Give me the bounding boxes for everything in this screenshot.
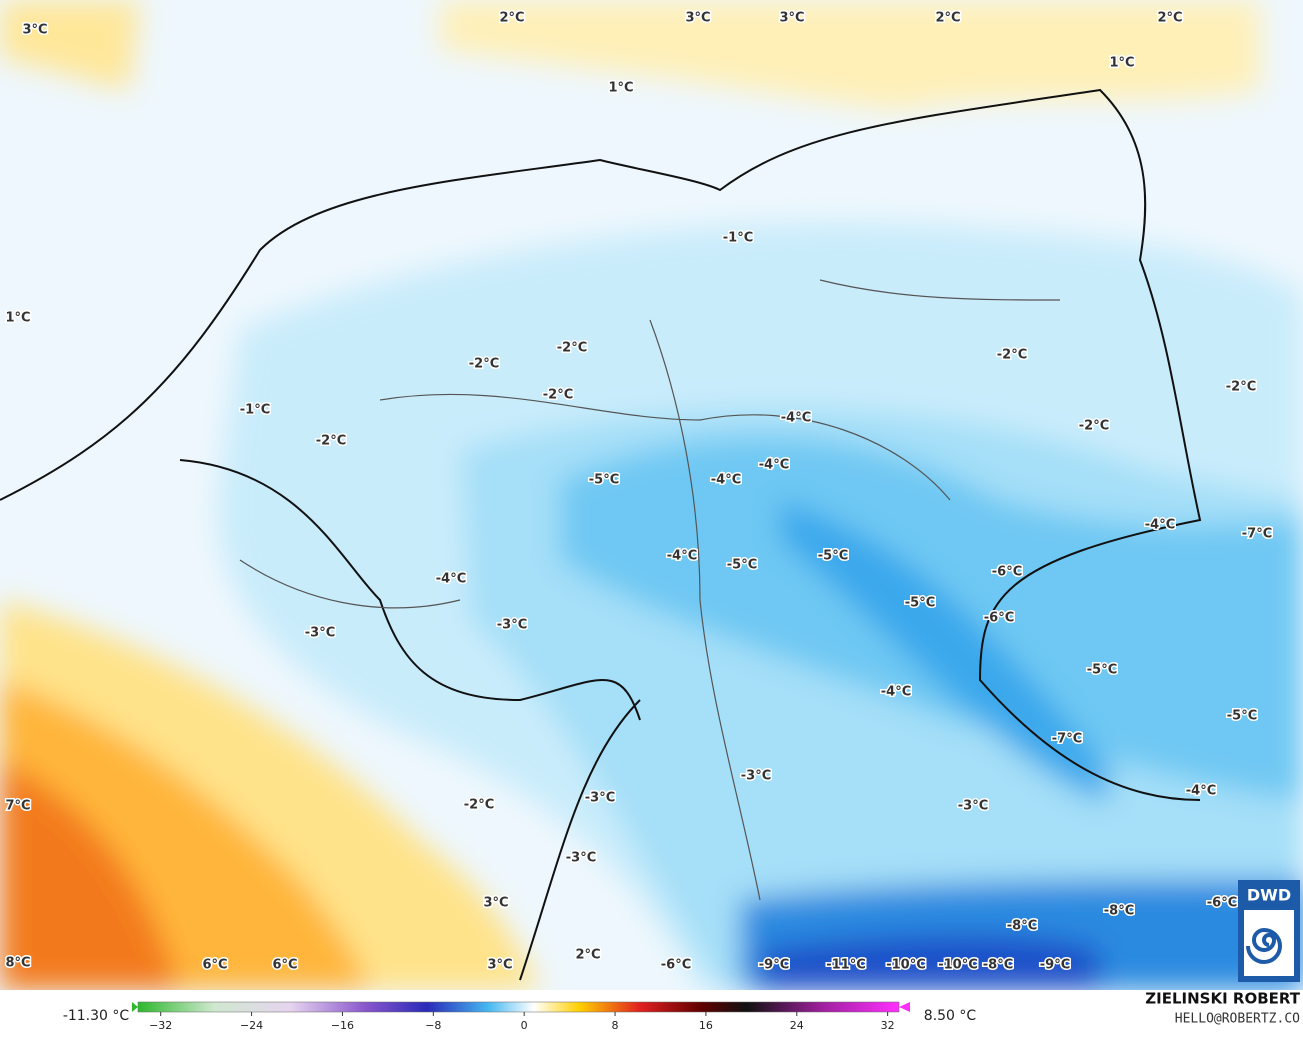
temperature-label: -4°C [781, 411, 811, 426]
temperature-label: -7°C [1052, 732, 1082, 747]
colorbar-tick-label: 24 [790, 1019, 804, 1032]
temperature-label: -6°C [984, 611, 1014, 626]
colorbar-tick-label: 0 [521, 1019, 528, 1032]
temperature-label: -2°C [1226, 380, 1256, 395]
colorbar [137, 1001, 900, 1013]
temperature-label: -2°C [469, 357, 499, 372]
temperature-label: -1°C [240, 403, 270, 418]
temperature-label: -4°C [711, 473, 741, 488]
author: ZIELINSKI ROBERT [1145, 990, 1300, 1008]
temperature-label: -8°C [1104, 904, 1134, 919]
colorbar-tick-label: −24 [240, 1019, 263, 1032]
colorbar-min: -11.30 °C [63, 1008, 130, 1024]
temperature-label: -6°C [1207, 896, 1237, 911]
temperature-label: -5°C [1227, 709, 1257, 724]
temperature-label: 1°C [5, 311, 30, 326]
temperature-label: -5°C [818, 549, 848, 564]
temperature-label: 6°C [202, 958, 227, 973]
temperature-label: -10°C [938, 958, 978, 973]
temperature-label: -3°C [585, 791, 615, 806]
temperature-label: -7°C [1242, 527, 1272, 542]
temperature-label: 7°C [5, 799, 30, 814]
colorbar-tick-label: −16 [331, 1019, 354, 1032]
colorbar-tick-label: 32 [881, 1019, 895, 1032]
temperature-label: -5°C [905, 596, 935, 611]
temperature-label: -11°C [826, 958, 866, 973]
colorbar-ticks: −32 −24 −16 −8 0 8 16 24 32 [149, 1012, 895, 1032]
temperature-label: -3°C [497, 618, 527, 633]
temperature-label: -4°C [1145, 518, 1175, 533]
temperature-label: -10°C [886, 958, 926, 973]
temperature-label: -2°C [316, 434, 346, 449]
temperature-label: -2°C [543, 388, 573, 403]
email: HELLO@ROBERTZ.CO [1175, 1012, 1300, 1027]
temperature-label: -1°C [723, 231, 753, 246]
temperature-label: -4°C [881, 685, 911, 700]
colorbar-tick-label: −32 [149, 1019, 172, 1032]
temperature-label: -2°C [557, 341, 587, 356]
temperature-label: 3°C [779, 11, 804, 26]
temperature-labels: 3°C 2°C 3°C 3°C 2°C 2°C 1°C 1°C 1°C -1°C -2°C -2°C -… [4, 9, 1274, 974]
temperature-label: 2°C [935, 11, 960, 26]
temperature-label: 2°C [575, 948, 600, 963]
temperature-label: -3°C [566, 851, 596, 866]
temperature-label: -9°C [1040, 958, 1070, 973]
temperature-label: 6°C [272, 958, 297, 973]
temperature-label: 1°C [1109, 56, 1134, 71]
temperature-label: -6°C [661, 958, 691, 973]
colorbar-max: 8.50 °C [924, 1008, 977, 1024]
colorbar-tick-label: −8 [425, 1019, 441, 1032]
temperature-label: -6°C [992, 565, 1022, 580]
temperature-label: 3°C [483, 896, 508, 911]
temperature-label: -4°C [1186, 784, 1216, 799]
temperature-label: -8°C [1007, 919, 1037, 934]
temperature-label: -4°C [759, 458, 789, 473]
temperature-label: -5°C [727, 558, 757, 573]
temperature-label: -5°C [589, 473, 619, 488]
temperature-label: -2°C [997, 348, 1027, 363]
temperature-label: 3°C [487, 958, 512, 973]
logo-text: DWD [1247, 886, 1291, 905]
temperature-label: 2°C [499, 11, 524, 26]
temperature-label: 2°C [1157, 11, 1182, 26]
temperature-label: -8°C [983, 958, 1013, 973]
temperature-label: -9°C [759, 958, 789, 973]
temperature-label: 3°C [685, 11, 710, 26]
temperature-label: -2°C [464, 798, 494, 813]
temperature-label: 8°C [5, 956, 30, 971]
temperature-field [0, 0, 1303, 990]
colorbar-tick-label: 8 [612, 1019, 619, 1032]
dwd-logo: DWD [1238, 880, 1300, 982]
temperature-label: -5°C [1087, 663, 1117, 678]
colorbar-tick-label: 16 [699, 1019, 713, 1032]
temperature-label: -3°C [305, 626, 335, 641]
temperature-label: -2°C [1079, 419, 1109, 434]
temperature-label: -4°C [436, 572, 466, 587]
temperature-label: 3°C [22, 23, 47, 38]
temperature-label: -3°C [741, 769, 771, 784]
temperature-label: -4°C [667, 549, 697, 564]
temperature-label: -3°C [958, 799, 988, 814]
temperature-label: 1°C [608, 81, 633, 96]
